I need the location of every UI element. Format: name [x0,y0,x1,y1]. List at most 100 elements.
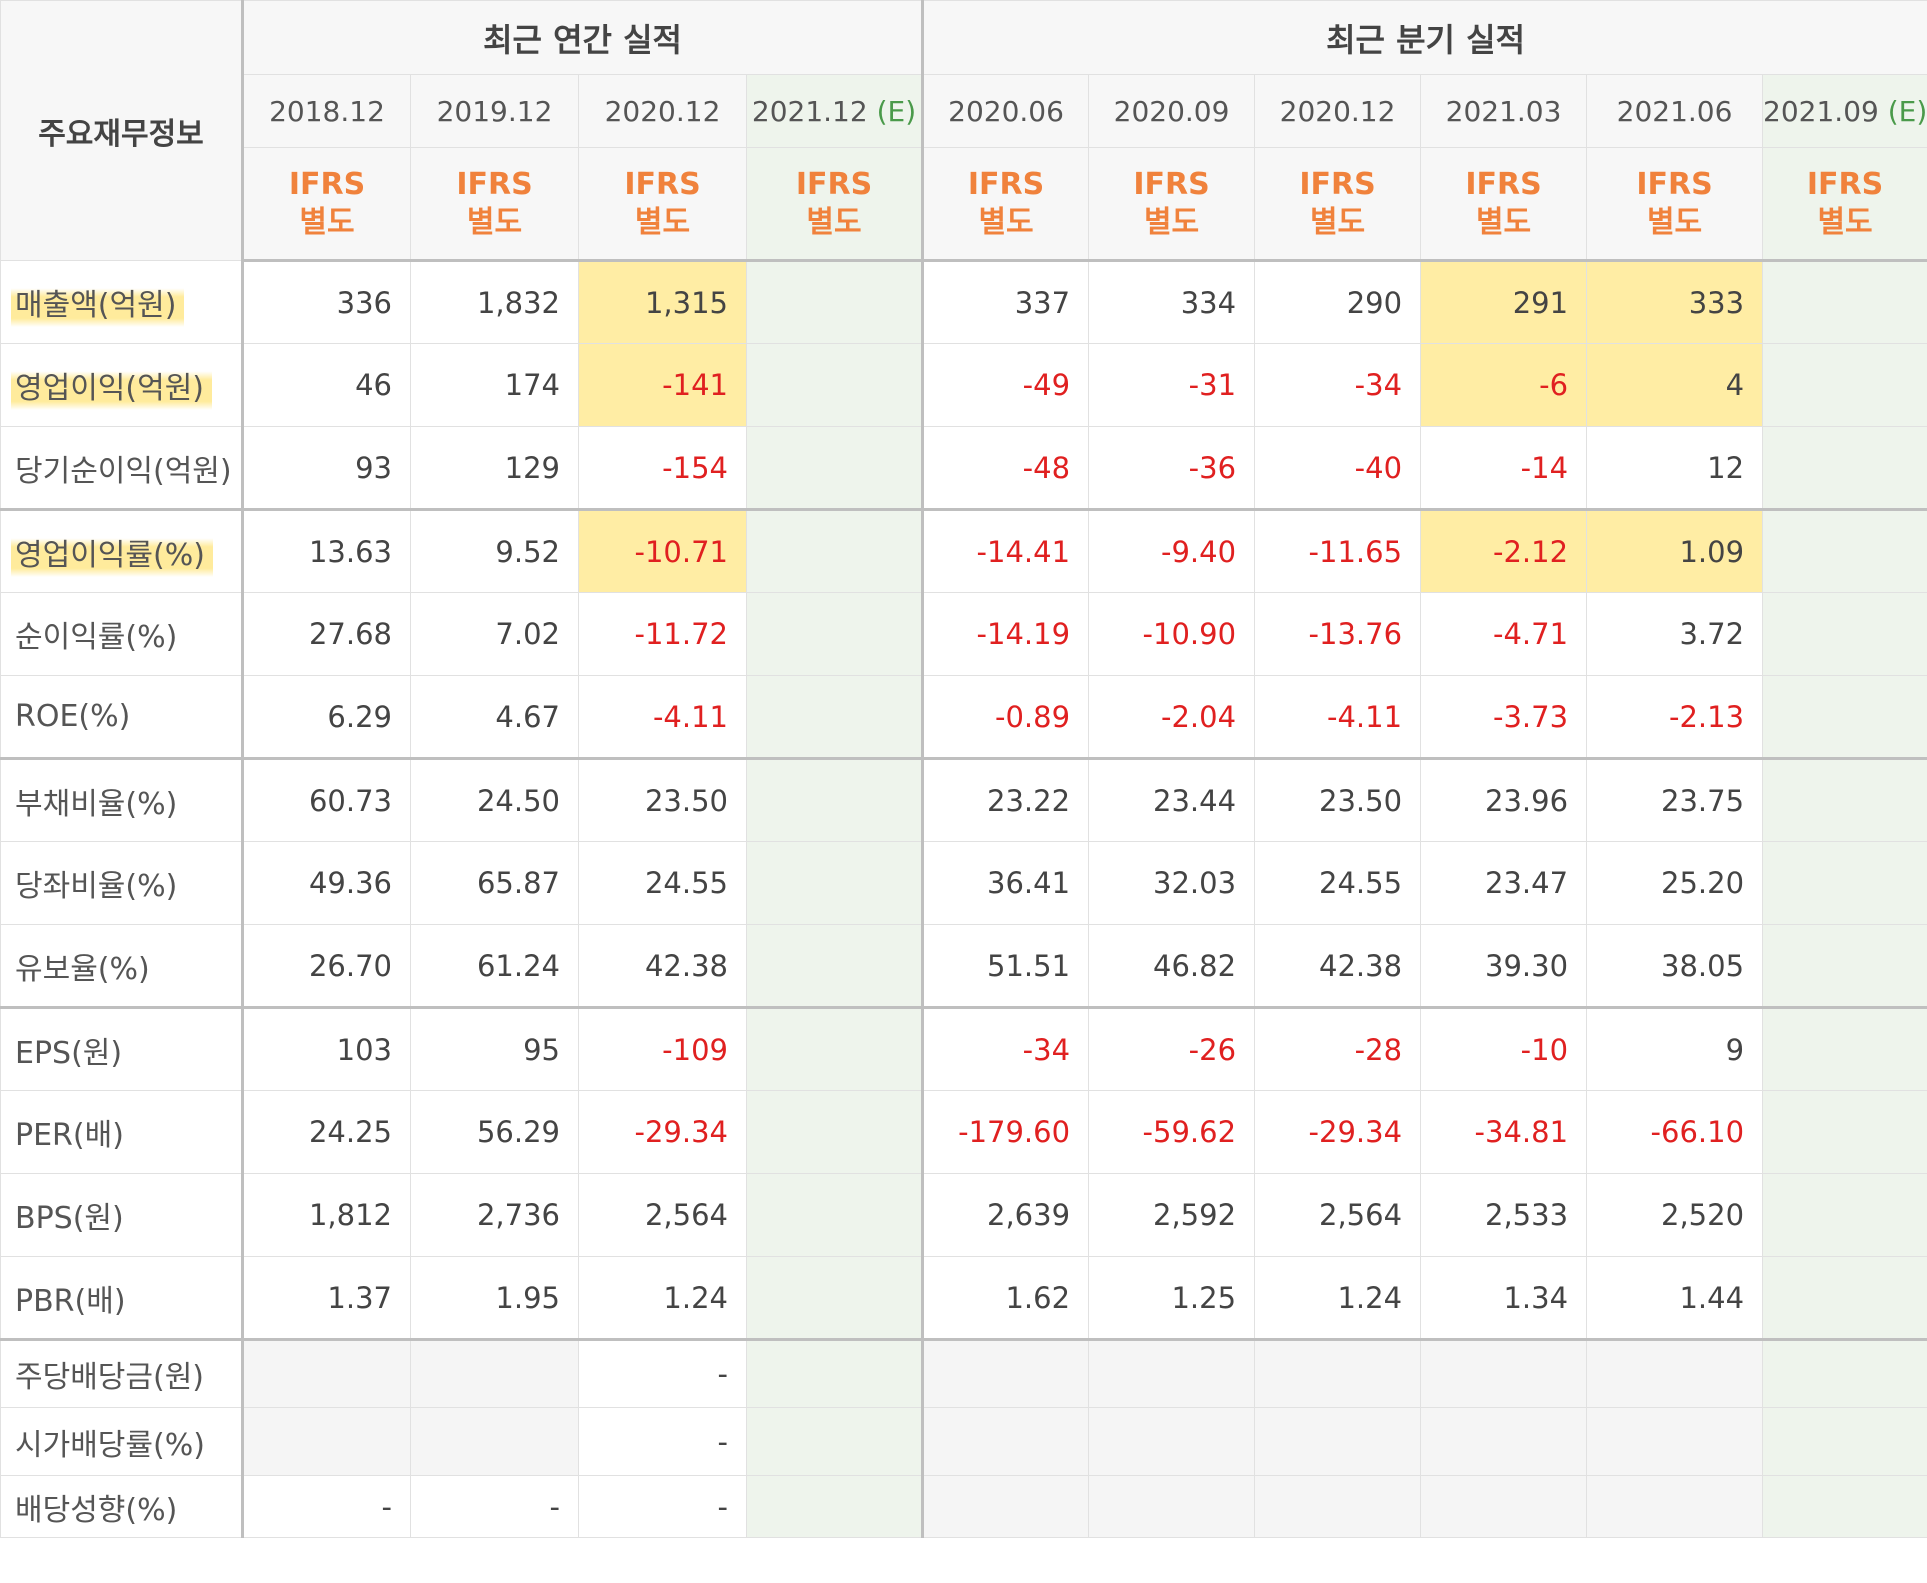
table-cell: 7.02 [410,592,579,676]
table-row: 시가배당률(%) - [0,1407,1927,1476]
table-cell [1762,1256,1927,1340]
accounting-standard: IFRS 별도 [921,147,1090,262]
column-date: 2021.06 [1616,94,1733,128]
table-cell: 103 [242,1006,411,1091]
row-label-text: PER(배) [15,1118,124,1153]
table-cell: 333 [1586,260,1764,344]
table-cell: 26.70 [242,924,411,1008]
column-date: 2020.06 [948,94,1064,128]
row-label-text: 순이익률(%) [15,620,178,655]
table-row: 배당성향(%) - - - [0,1475,1927,1538]
table-cell: 1,832 [410,260,579,344]
table-cell [1762,841,1927,925]
table-cell: 1.24 [1254,1256,1422,1340]
table-row: ROE(%) 6.29 4.67 -4.11 -0.89 -2.04 -4.11 -3.73-… [0,675,1927,759]
standard-separate: 별도 [1817,204,1873,240]
table-cell: 174 [410,343,579,427]
table-cell [1762,260,1927,344]
table-cell [1586,1407,1764,1476]
accounting-standard: IFRS 별도 [745,147,924,262]
table-cell: 12 [1586,426,1764,510]
row-label-text: 시가배당률(%) [15,1427,205,1463]
row-label-text: 당좌비율(%) [15,869,178,904]
column-date: 2020.09 [1113,94,1230,128]
table-cell: -109 [578,1006,747,1091]
table-cell: 46 [242,343,411,427]
table-cell: -2.13 [1586,675,1764,759]
row-label: 부채비율(%) [0,757,244,842]
table-cell: 23.75 [1586,757,1764,842]
standard-ifrs: IFRS [1133,166,1210,202]
table-cell: -34 [1254,343,1422,427]
table-cell: -29.34 [1254,1090,1422,1174]
standard-separate: 별도 [1475,204,1532,240]
standard-ifrs: IFRS [288,166,366,202]
row-label-text: 영업이익(억원) [11,367,213,410]
table-cell [921,1338,1090,1408]
table-cell: 56.29 [410,1090,579,1174]
column-date-header: 2021.09 (E) [1762,74,1927,148]
table-cell: 23.96 [1420,757,1588,842]
table-cell: 39.30 [1420,924,1588,1008]
row-label-text: PBR(배) [15,1283,126,1319]
accounting-standard: IFRS 별도 [1088,147,1256,262]
estimate-mark: (E) [876,94,917,128]
table-cell [745,1475,924,1538]
table-cell [745,426,924,510]
table-cell: 129 [410,426,579,510]
table-cell [1762,1090,1927,1174]
table-cell [745,592,924,676]
table-cell: -10.90 [1088,592,1256,676]
table-cell: -49 [921,343,1090,427]
accounting-standard: IFRS 별도 [410,147,579,262]
table-row: BPS(원) 1,812 2,736 2,564 2,639 2,592 2,564 2,53… [0,1173,1927,1257]
column-date: 2018.12 [269,94,385,128]
table-cell: -2.04 [1088,675,1256,759]
accounting-standard: IFRS 별도 [1586,147,1764,262]
table-cell: 1.09 [1586,508,1764,593]
table-cell: 2,592 [1088,1173,1256,1257]
table-cell [745,675,924,759]
table-row: 주당배당금(원) - [0,1338,1927,1408]
table-cell [410,1338,579,1408]
table-cell [745,1006,924,1091]
table-cell: -154 [578,426,747,510]
table-cell: 2,533 [1420,1173,1588,1257]
row-label: 영업이익률(%) [0,508,244,593]
row-label-text: 부채비율(%) [15,786,178,822]
table-cell [745,1407,924,1476]
table-cell: 49.36 [242,841,411,925]
table-cell [1762,1006,1927,1091]
column-date-header: 2020.06 [921,74,1090,148]
table-cell: 2,736 [410,1173,579,1257]
row-label: 주당배당금(원) [0,1338,244,1408]
table-cell [745,1338,924,1408]
row-label-text: EPS(원) [15,1035,123,1071]
table-cell [1762,675,1927,759]
table-cell: 4.67 [410,675,579,759]
table-cell [745,343,924,427]
table-cell: 1.24 [578,1256,747,1340]
row-label: 순이익률(%) [0,592,244,676]
table-cell: 13.63 [242,508,411,593]
table-cell: 9.52 [410,508,579,593]
standard-ifrs: IFRS [967,166,1045,202]
row-label: PER(배) [0,1090,244,1174]
table-cell: 1,812 [242,1173,411,1257]
table-cell: -48 [921,426,1090,510]
table-cell: -31 [1088,343,1256,427]
standard-separate: 별도 [466,204,523,240]
standard-separate: 별도 [634,204,691,240]
table-cell: -34.81 [1420,1090,1588,1174]
table-cell: 42.38 [578,924,747,1008]
accounting-standard: IFRS 별도 [242,147,411,262]
column-date-header: 2021.06 [1586,74,1764,148]
standard-separate: 별도 [1646,204,1703,240]
table-cell: 24.55 [578,841,747,925]
column-date-header: 2019.12 [410,74,579,148]
table-cell: 24.55 [1254,841,1422,925]
table-cell [745,924,924,1008]
table-cell: 23.50 [578,757,747,842]
table-cell: -14.19 [921,592,1090,676]
